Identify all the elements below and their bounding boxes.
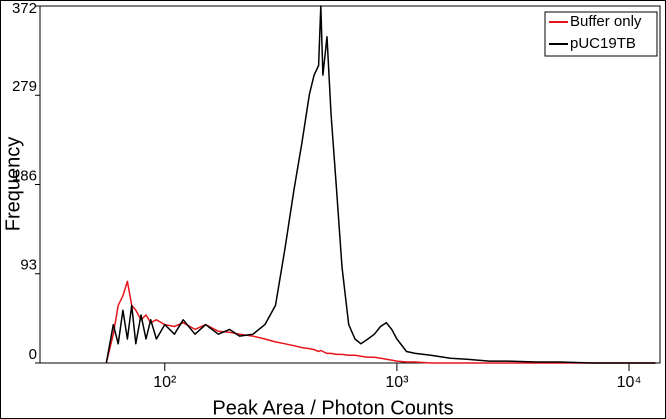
plot-frame [39, 5, 661, 364]
legend-label: Buffer only [570, 13, 642, 30]
y-tick-label: 279 [12, 78, 37, 95]
legend-label: pUC19TB [570, 35, 636, 52]
x-tick-label: 10³ [385, 374, 409, 391]
y-axis-title: Frequency [2, 137, 24, 232]
y-tick-label: 93 [20, 257, 37, 274]
x-tick-label: 10² [153, 374, 177, 391]
x-axis-title: Peak Area / Photon Counts [212, 397, 453, 419]
y-tick-label: 186 [12, 167, 37, 184]
series-line [105, 280, 656, 364]
legend [544, 11, 658, 57]
series-line [105, 5, 656, 364]
y-tick-label: 0 [29, 346, 37, 363]
y-tick-label: 372 [12, 0, 37, 17]
x-tick-label: 10⁴ [617, 374, 642, 391]
